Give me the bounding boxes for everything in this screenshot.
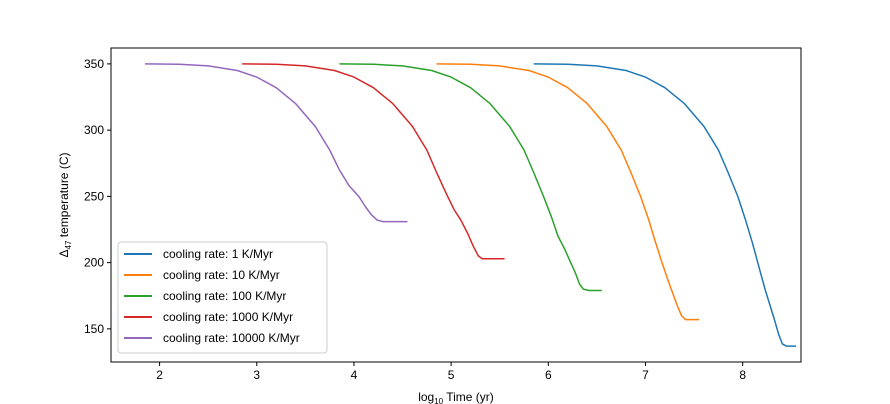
series-line-4 — [242, 63, 505, 260]
x-tick-label: 5 — [448, 368, 455, 382]
x-tick-label: 8 — [739, 368, 746, 382]
legend: cooling rate: 1 K/Myr cooling rate: 10 K/… — [117, 241, 328, 354]
legend-label: cooling rate: 1000 K/Myr — [163, 310, 293, 324]
legend-label: cooling rate: 10000 K/Myr — [163, 331, 300, 345]
series-lines — [144, 63, 797, 347]
legend-box — [117, 241, 328, 354]
x-axis-label: log10 Time (yr) — [418, 390, 494, 404]
x-tick-label: 7 — [642, 368, 649, 382]
y-tick-label: 350 — [84, 57, 104, 71]
legend-label: cooling rate: 1 K/Myr — [163, 247, 273, 261]
series-line-3 — [339, 63, 602, 292]
y-tick-label: 150 — [84, 322, 104, 336]
axes-frame — [110, 47, 802, 363]
y-axis-label: Δ47 temperature (C) — [57, 153, 73, 258]
series-line-5 — [144, 63, 408, 223]
x-tick-label: 4 — [351, 368, 358, 382]
series-line-1 — [533, 63, 797, 347]
y-axis-ticks: 150 200 250 300 350 — [84, 57, 111, 336]
legend-label: cooling rate: 100 K/Myr — [163, 289, 286, 303]
y-tick-label: 250 — [84, 189, 104, 203]
legend-label: cooling rate: 10 K/Myr — [163, 268, 280, 282]
x-tick-label: 2 — [156, 368, 163, 382]
x-axis-ticks: 2 3 4 5 6 7 8 — [156, 362, 746, 382]
y-tick-label: 200 — [84, 256, 104, 270]
x-tick-label: 6 — [545, 368, 552, 382]
x-tick-label: 3 — [253, 368, 260, 382]
series-line-2 — [436, 63, 699, 321]
y-tick-label: 300 — [84, 123, 104, 137]
